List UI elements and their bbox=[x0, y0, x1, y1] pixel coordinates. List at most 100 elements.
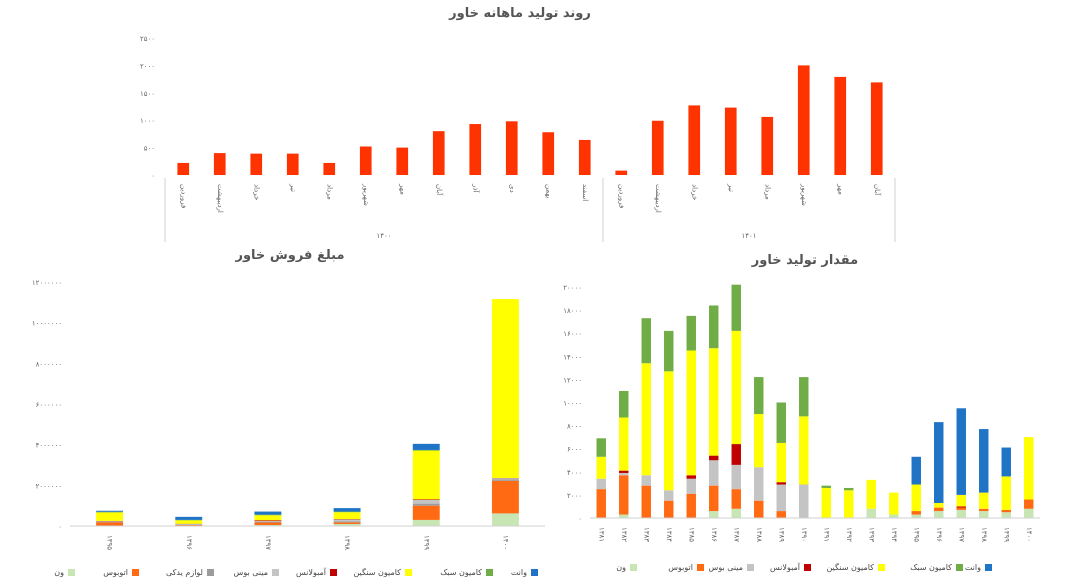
prod-x-tick-label: ۱۴۰۰ bbox=[1025, 527, 1033, 542]
sales-y-tick-label: ۶۰۰۰۰۰۰ bbox=[36, 401, 62, 409]
prod-y-tick-label: ۰ bbox=[578, 515, 582, 523]
monthly-y-tick-label: ۰ bbox=[151, 172, 155, 180]
sales-bar-segment bbox=[333, 523, 361, 526]
sales-bar-segment bbox=[491, 513, 519, 526]
prod-bar-segment bbox=[731, 444, 741, 465]
monthly-bar bbox=[797, 65, 810, 175]
prod-legend-swatch bbox=[630, 564, 637, 571]
sales-legend-swatch bbox=[330, 569, 337, 576]
monthly-x-tick-label: تیر bbox=[289, 183, 297, 192]
sales-x-tick-label: ۱۴۰۰ bbox=[501, 535, 509, 550]
sales-bar-segment bbox=[333, 512, 361, 520]
monthly-bar bbox=[469, 124, 482, 175]
prod-x-tick-label: ۱۳۹۳ bbox=[867, 527, 875, 542]
prod-bar-segment bbox=[686, 475, 696, 479]
sales-legend-item: لوازم یدکی bbox=[166, 568, 214, 577]
prod-x-tick-label: ۱۳۸۵ bbox=[687, 527, 695, 542]
prod-bar-segment bbox=[686, 493, 696, 518]
monthly-y-tick-label: ۱۰۰۰ bbox=[140, 117, 155, 125]
sales-y-tick-label: ۴۰۰۰۰۰۰ bbox=[36, 442, 62, 450]
sales-legend-item: کامیون سنگین bbox=[353, 567, 412, 577]
prod-bar-segment bbox=[596, 489, 606, 518]
sales-amount-chart: مبلغ فروش خاور ۰ ۲۰۰۰۰۰۰ ۴۰۰۰۰۰۰ ۶۰۰۰۰۰۰ ۸۰۰… bbox=[32, 248, 545, 577]
prod-bar-segment bbox=[844, 487, 854, 491]
prod-bar-segment bbox=[731, 464, 741, 490]
prod-bar-segment bbox=[664, 371, 674, 491]
prod-x-tick-label: ۱۳۹۴ bbox=[890, 527, 898, 542]
prod-y-tick-label: ۴۰۰۰ bbox=[567, 469, 582, 477]
prod-bar-segment bbox=[619, 475, 629, 515]
sales-legend-swatch bbox=[132, 569, 139, 576]
prod-bar-segment bbox=[1024, 508, 1034, 518]
prod-bar-segment bbox=[754, 467, 764, 501]
sales-bar-segment bbox=[412, 499, 440, 504]
prod-x-tick-label: ۱۳۹۲ bbox=[845, 527, 853, 542]
prod-bar-segment bbox=[911, 511, 921, 515]
sales-y-tick-label: ۱۲۰۰۰۰۰۰ bbox=[32, 279, 62, 287]
sales-bar-segment bbox=[412, 499, 440, 500]
prod-bar-segment bbox=[709, 485, 719, 512]
sales-x-tick-label: ۱۳۹۵ bbox=[106, 535, 114, 550]
monthly-y-tick-label: ۲۰۰۰ bbox=[140, 62, 155, 70]
prod-bar-segment bbox=[821, 487, 831, 518]
prod-bar-segment bbox=[866, 479, 876, 509]
prod-y-tick-label: ۲۰۰۰۰ bbox=[563, 284, 582, 292]
prod-x-tick-label: ۱۳۹۱ bbox=[822, 527, 830, 542]
prod-bar-segment bbox=[1001, 447, 1011, 477]
sales-bar-segment bbox=[491, 480, 519, 514]
monthly-chart-title: روند تولید ماهانه خاور bbox=[448, 6, 591, 21]
sales-legend-item: اتوبوس bbox=[103, 568, 139, 577]
sales-bar-segment bbox=[333, 508, 361, 512]
monthly-bar bbox=[250, 153, 263, 175]
sales-bar-segment bbox=[96, 510, 124, 512]
prod-x-tick-label: ۱۳۹۸ bbox=[980, 527, 988, 542]
prod-y-tick-label: ۱۴۰۰۰ bbox=[563, 353, 582, 361]
sales-bar-segment bbox=[412, 450, 440, 500]
monthly-y-tick-label: ۲۵۰۰ bbox=[140, 35, 155, 43]
prod-bar-segment bbox=[979, 508, 989, 512]
prod-legend-item: کامیون سنگین bbox=[826, 562, 885, 572]
prod-bar-segment bbox=[709, 348, 719, 456]
sales-bar-segment bbox=[254, 521, 282, 523]
prod-legend-label: وانت bbox=[965, 563, 981, 572]
prod-bar-segment bbox=[619, 390, 629, 418]
prod-bar-segment bbox=[799, 416, 809, 485]
sales-legend-swatch bbox=[405, 569, 412, 576]
sales-bar-segment bbox=[412, 443, 440, 450]
production-chart-title: مقدار تولید خاور bbox=[751, 253, 858, 268]
monthly-x-tick-label: مرداد bbox=[763, 184, 771, 200]
prod-legend-item: آمبولانس bbox=[770, 562, 811, 572]
prod-bar-segment bbox=[664, 330, 674, 372]
prod-bar-segment bbox=[911, 514, 921, 518]
prod-legend-item: ون bbox=[616, 563, 637, 572]
prod-bar-segment bbox=[596, 478, 606, 490]
prod-bar-segment bbox=[641, 363, 651, 476]
sales-bar-segment bbox=[412, 449, 440, 451]
sales-bar-segment bbox=[412, 505, 440, 520]
monthly-bar bbox=[177, 162, 190, 175]
sales-legend-swatch bbox=[486, 569, 493, 576]
sales-bar-segment bbox=[333, 519, 361, 522]
sales-legend-swatch bbox=[68, 569, 75, 576]
prod-bar-segment bbox=[686, 478, 696, 494]
sales-y-tick-label: ۸۰۰۰۰۰۰ bbox=[36, 360, 62, 368]
monthly-x-tick-label: خرداد bbox=[690, 184, 698, 200]
prod-x-tick-label: ۱۳۹۷ bbox=[957, 527, 965, 542]
sales-y-tick-label: ۰ bbox=[58, 523, 62, 531]
prod-legend-label: اتوبوس bbox=[668, 563, 693, 572]
monthly-x-tick-label: آبان bbox=[435, 184, 444, 196]
prod-legend-swatch bbox=[956, 564, 963, 571]
sales-chart-title: مبلغ فروش خاور bbox=[234, 248, 344, 263]
prod-bar-segment bbox=[799, 484, 809, 518]
prod-bar-segment bbox=[664, 500, 674, 518]
prod-bar-segment bbox=[866, 508, 876, 518]
sales-bar-segment bbox=[412, 503, 440, 506]
prod-bar-segment bbox=[979, 511, 989, 518]
prod-bar-segment bbox=[754, 500, 764, 518]
prod-bar-segment bbox=[754, 414, 764, 468]
sales-legend-label: وانت bbox=[511, 568, 527, 577]
prod-bar-segment bbox=[776, 482, 786, 485]
monthly-x-tick-label: اسفند bbox=[581, 184, 589, 201]
sales-legend-swatch bbox=[531, 569, 538, 576]
sales-bar-segment bbox=[175, 520, 203, 524]
